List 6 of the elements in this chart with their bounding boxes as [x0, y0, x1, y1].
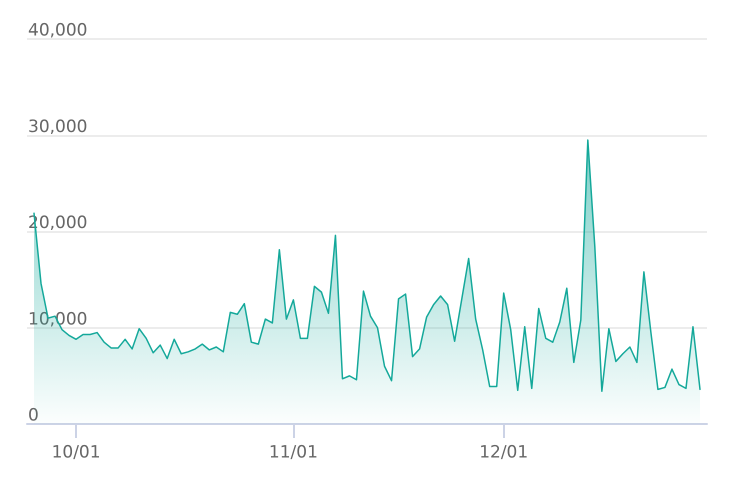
x-tick-label: 12/01 [479, 442, 528, 462]
y-tick-label: 0 [28, 406, 39, 426]
x-tick-label: 10/01 [52, 442, 101, 462]
y-tick-label: 30,000 [28, 116, 88, 137]
x-tick-label: 11/01 [268, 442, 318, 462]
y-tick-label: 40,000 [28, 20, 88, 40]
